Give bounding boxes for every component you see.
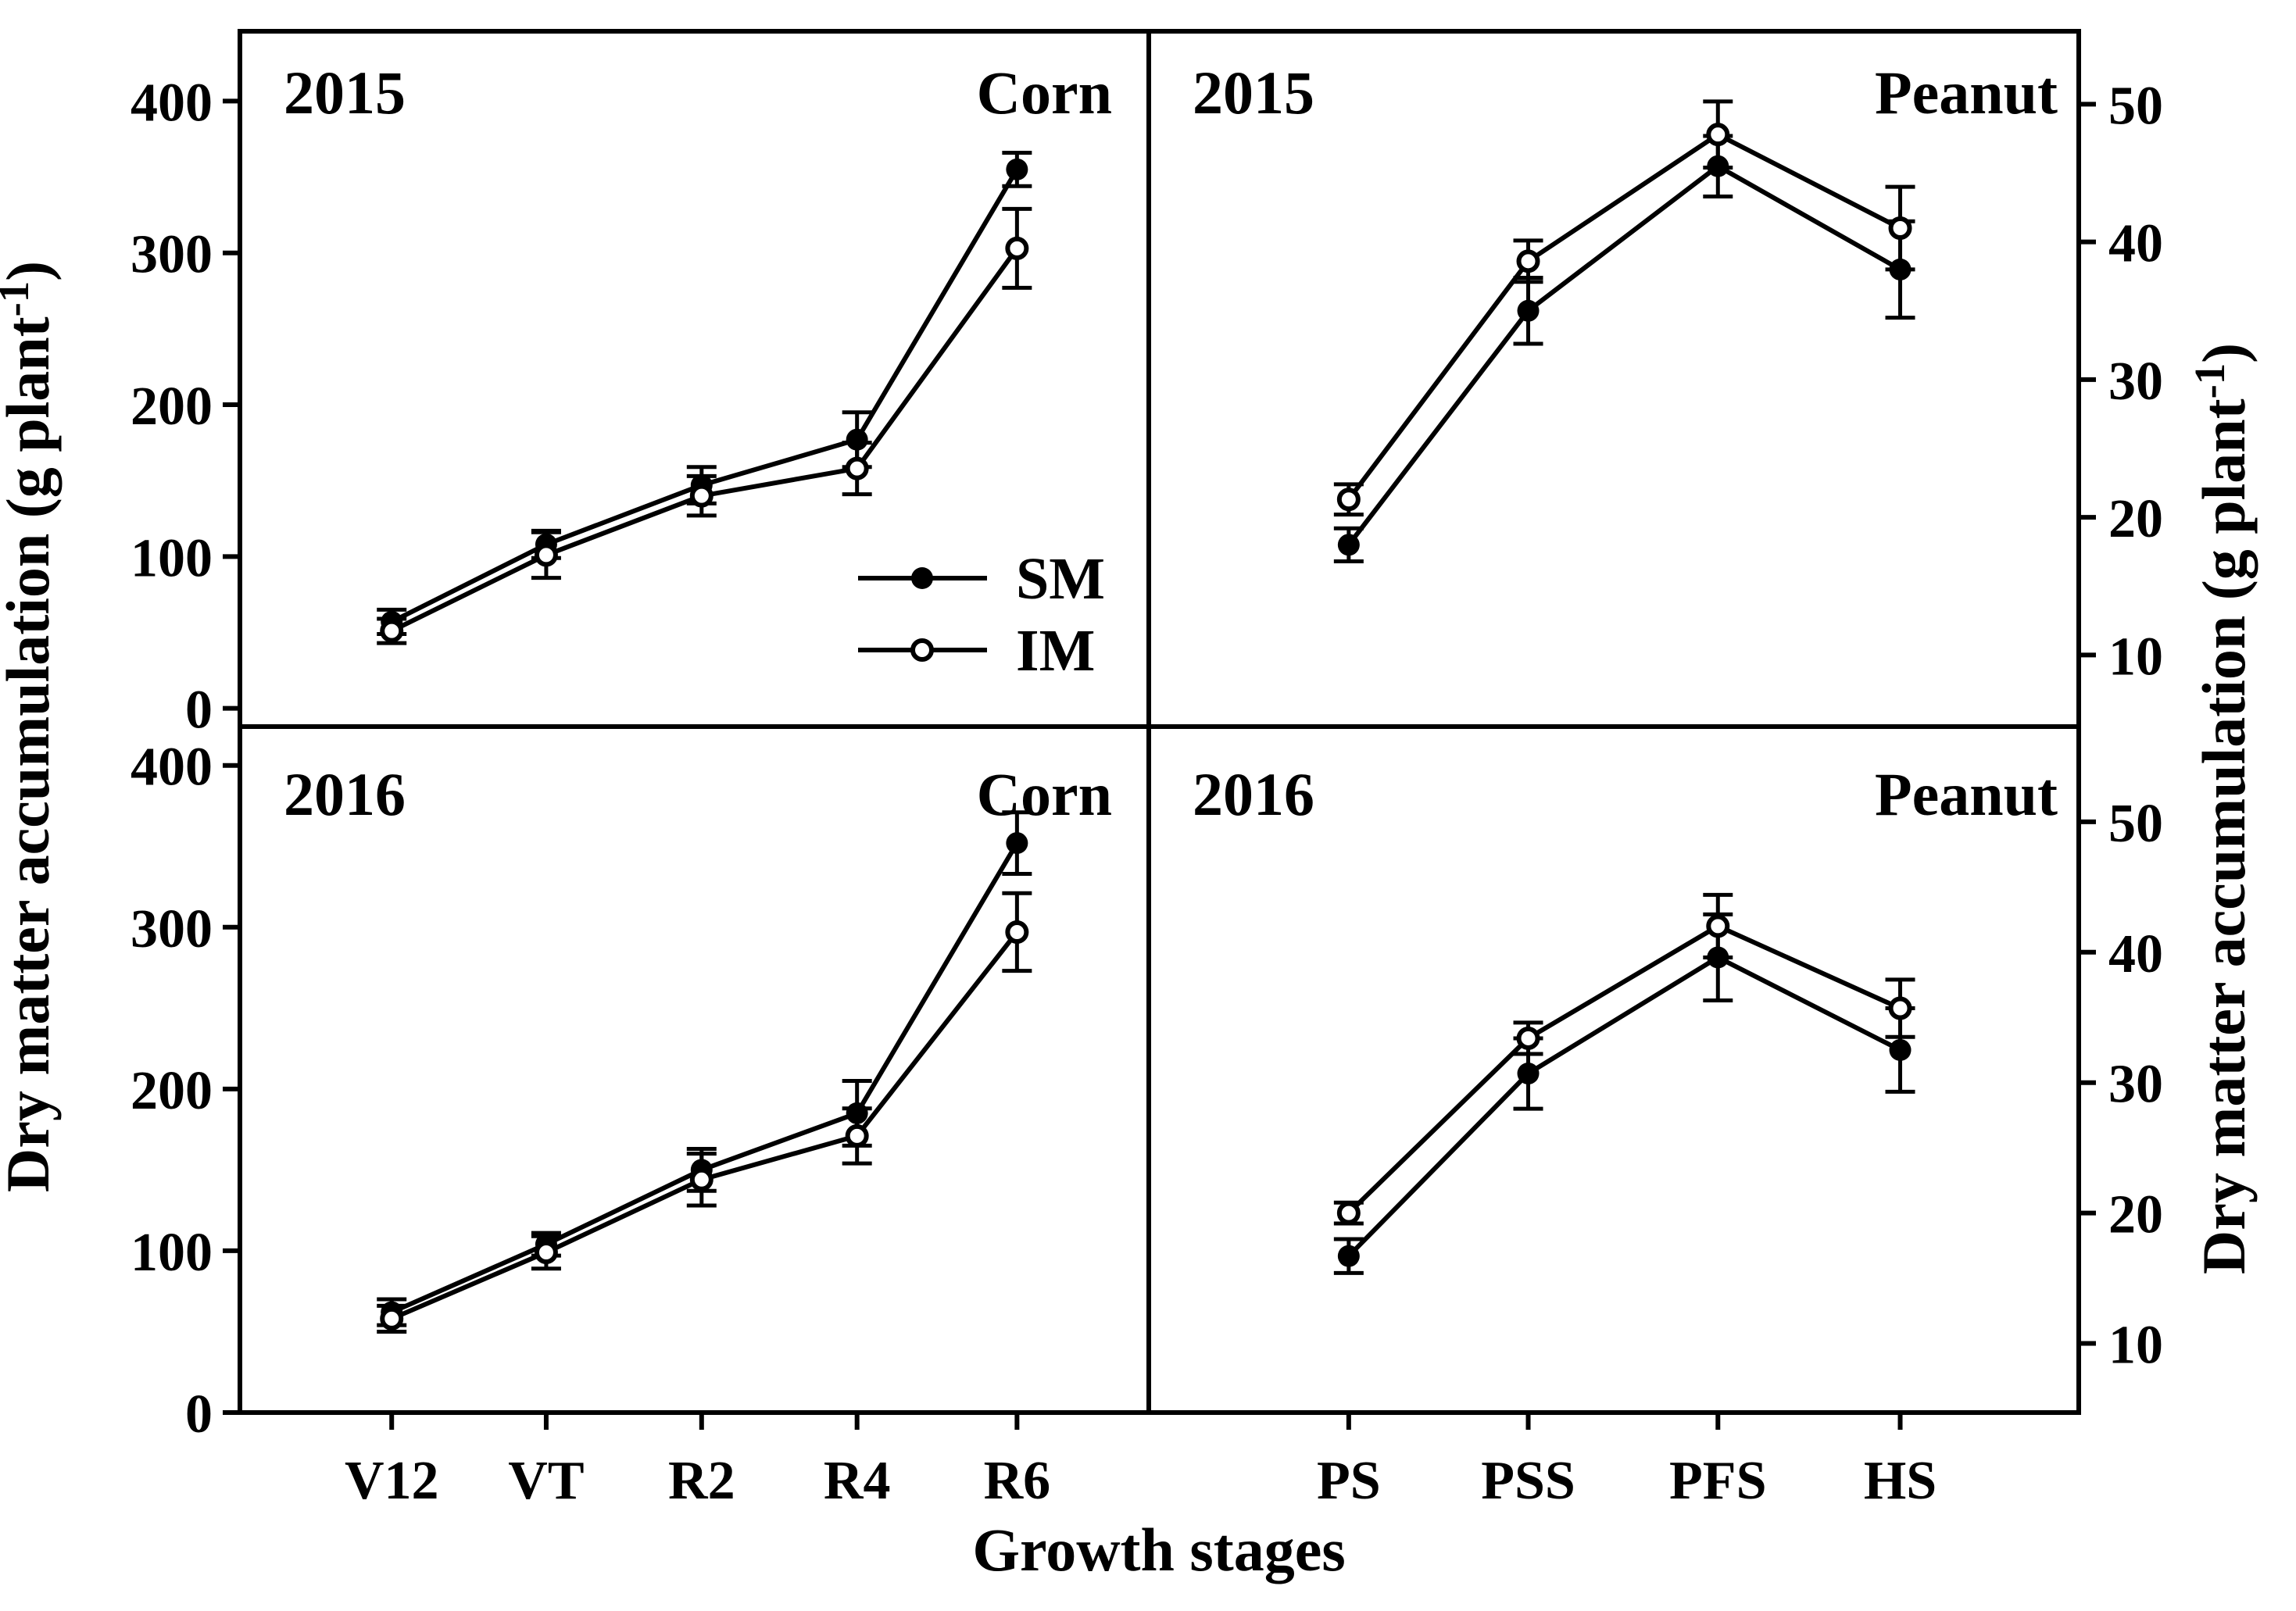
- y-tick-label: 10: [2108, 1316, 2163, 1376]
- legend-im-label: IM: [1016, 618, 1095, 684]
- series-line-sm-corn-2015: [390, 168, 1019, 624]
- data-point-im-PSS: [1516, 249, 1540, 273]
- data-point-sm-PSS: [1517, 299, 1540, 322]
- data-point-im-VT: [534, 1240, 558, 1264]
- data-point-sm-PS: [1337, 534, 1360, 556]
- x-tick-label: PFS: [1669, 1451, 1766, 1511]
- y-tick-label: 200: [131, 377, 213, 437]
- data-point-im-R4: [845, 1123, 869, 1148]
- data-point-im-V12: [380, 1306, 404, 1331]
- y-tick-label: 20: [2108, 489, 2163, 549]
- panel-peanut-2015-border: [1146, 29, 2081, 729]
- data-point-im-R6: [1005, 920, 1029, 944]
- x-tick-label: VT: [508, 1451, 584, 1511]
- y-tick-label: 300: [131, 225, 213, 285]
- data-point-sm-R4: [846, 428, 868, 451]
- y-tick-label: 300: [131, 899, 213, 959]
- data-point-im-PS: [1336, 488, 1361, 512]
- data-point-im-PFS: [1706, 123, 1730, 147]
- y-tick-label: 100: [131, 1223, 213, 1283]
- data-point-im-PSS: [1516, 1026, 1540, 1050]
- data-point-im-PS: [1336, 1201, 1361, 1225]
- x-tick-label: V12: [345, 1451, 439, 1511]
- y-tick-label: 200: [131, 1061, 213, 1121]
- data-point-im-R4: [845, 456, 869, 480]
- data-point-sm-R6: [1006, 158, 1028, 180]
- panel-peanut-2015-year-label: 2015: [1193, 59, 1314, 127]
- y-tick-label: 10: [2108, 627, 2163, 687]
- data-point-sm-PS: [1337, 1245, 1360, 1267]
- x-tick-label: PSS: [1481, 1451, 1575, 1511]
- y-tick-label: 30: [2108, 352, 2163, 412]
- series-line-sm-peanut-2016: [1346, 955, 1901, 1258]
- series-line-sm-corn-2016: [391, 841, 1019, 1315]
- data-point-sm-R6: [1006, 832, 1028, 855]
- data-point-im-VT: [534, 543, 558, 567]
- y-tick-label: 400: [131, 73, 213, 133]
- y-tick-label: 50: [2108, 76, 2163, 136]
- panel-corn-2015-crop-label: Corn: [977, 59, 1112, 127]
- panel-peanut-2016-border: [1146, 724, 2081, 1415]
- panel-corn-2015-border: [238, 29, 1151, 729]
- legend-sm-label: SM: [1016, 546, 1105, 612]
- x-tick-label: PS: [1317, 1451, 1381, 1511]
- x-tick-label: R2: [668, 1451, 735, 1511]
- y-tick-label: 100: [131, 528, 213, 588]
- y-tick-label: 40: [2108, 924, 2163, 984]
- panel-peanut-2015-crop-label: Peanut: [1875, 59, 2058, 127]
- panel-peanut-2016-crop-label: Peanut: [1875, 760, 2058, 828]
- panels-layer: 0 100 200 300 400 10 20 30 40 50 0 100 200 300 400 V12 V…: [131, 29, 2163, 1511]
- series-line-sm-peanut-2015: [1346, 163, 1901, 547]
- data-point-im-R2: [689, 1167, 713, 1191]
- legend-im-open-circle-icon: [910, 638, 934, 662]
- y-tick-label: 0: [185, 680, 213, 741]
- panel-corn-2016-crop-label: Corn: [977, 760, 1112, 828]
- y-axis-title-left: Dry matter accumulation (g plant-1): [0, 261, 62, 1192]
- x-axis-title: Growth stages: [972, 1516, 1345, 1584]
- y-axis-title-right: Dry matter accumulation (g plant-1): [2186, 343, 2258, 1274]
- panel-corn-2015-year-label: 2015: [284, 59, 406, 127]
- data-point-im-R2: [689, 484, 713, 508]
- data-point-sm-HS: [1889, 1038, 1912, 1061]
- data-point-im-HS: [1888, 216, 1912, 241]
- y-tick-label: 0: [185, 1384, 213, 1445]
- data-point-im-HS: [1888, 996, 1912, 1020]
- y-tick-label: 20: [2108, 1185, 2163, 1245]
- panel-corn-2016-year-label: 2016: [284, 760, 406, 828]
- y-tick-label: 50: [2108, 794, 2163, 854]
- series-line-im-peanut-2016: [1346, 923, 1901, 1215]
- data-point-im-PFS: [1706, 914, 1730, 938]
- legend-sm-filled-circle-icon: [911, 567, 933, 589]
- y-tick-label: 40: [2108, 214, 2163, 274]
- series-line-im-peanut-2015: [1346, 131, 1901, 502]
- x-tick-label: HS: [1864, 1451, 1937, 1511]
- y-tick-label: 30: [2108, 1055, 2163, 1115]
- y-tick-label: 400: [131, 738, 213, 798]
- data-point-im-R6: [1005, 236, 1029, 260]
- panel-peanut-2016-year-label: 2016: [1193, 760, 1314, 828]
- data-point-sm-PSS: [1517, 1063, 1540, 1085]
- series-line-im-corn-2016: [391, 931, 1019, 1321]
- x-tick-label: R6: [984, 1451, 1051, 1511]
- x-tick-label: R4: [824, 1451, 891, 1511]
- panel-corn-2016-border: [238, 724, 1151, 1415]
- data-point-im-V12: [380, 619, 404, 643]
- legend: SM IM: [858, 546, 1105, 684]
